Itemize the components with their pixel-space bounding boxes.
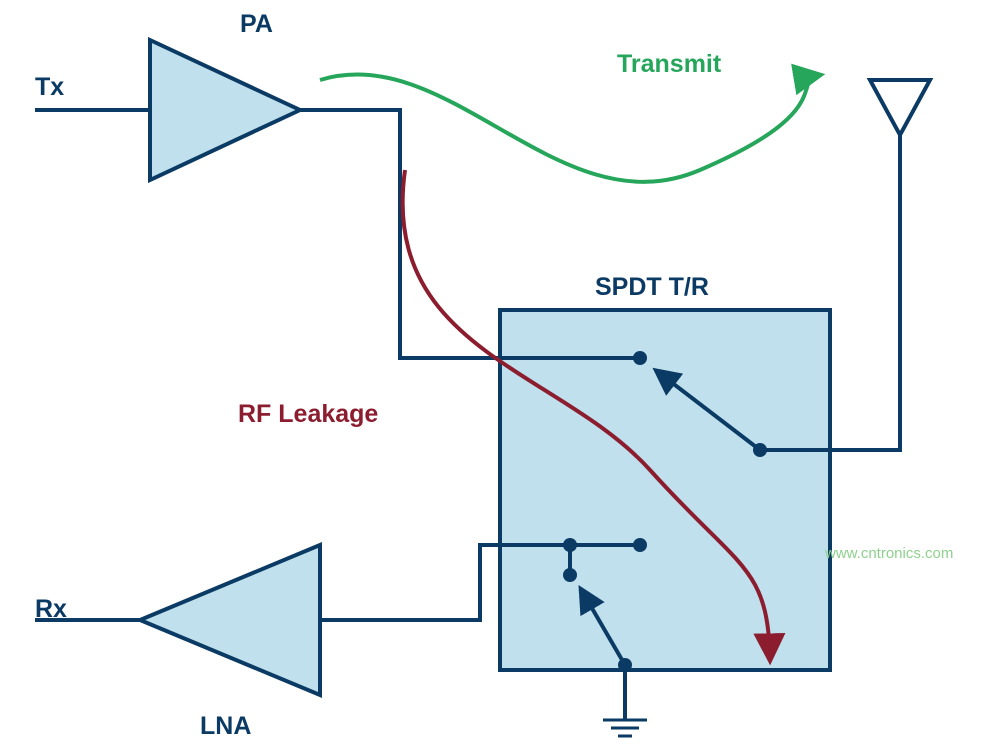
spdt-label: SPDT T/R bbox=[595, 273, 709, 302]
ground-icon bbox=[603, 720, 647, 736]
watermark: www.cntronics.com bbox=[825, 545, 953, 562]
pa-amplifier bbox=[150, 40, 300, 180]
transmit-path-arrow bbox=[320, 74, 820, 181]
lna-input-wire bbox=[320, 545, 500, 620]
pa-label: PA bbox=[240, 10, 273, 39]
antenna-icon bbox=[870, 80, 930, 135]
rx-label: Rx bbox=[35, 595, 67, 624]
tx-label: Tx bbox=[35, 73, 64, 102]
transmit-label: Transmit bbox=[617, 50, 721, 79]
rf-leakage-label: RF Leakage bbox=[238, 400, 378, 429]
lna-label: LNA bbox=[200, 712, 251, 741]
lna-amplifier bbox=[140, 545, 320, 695]
pa-output-wire bbox=[300, 110, 500, 358]
spdt-switch-box bbox=[500, 310, 830, 670]
